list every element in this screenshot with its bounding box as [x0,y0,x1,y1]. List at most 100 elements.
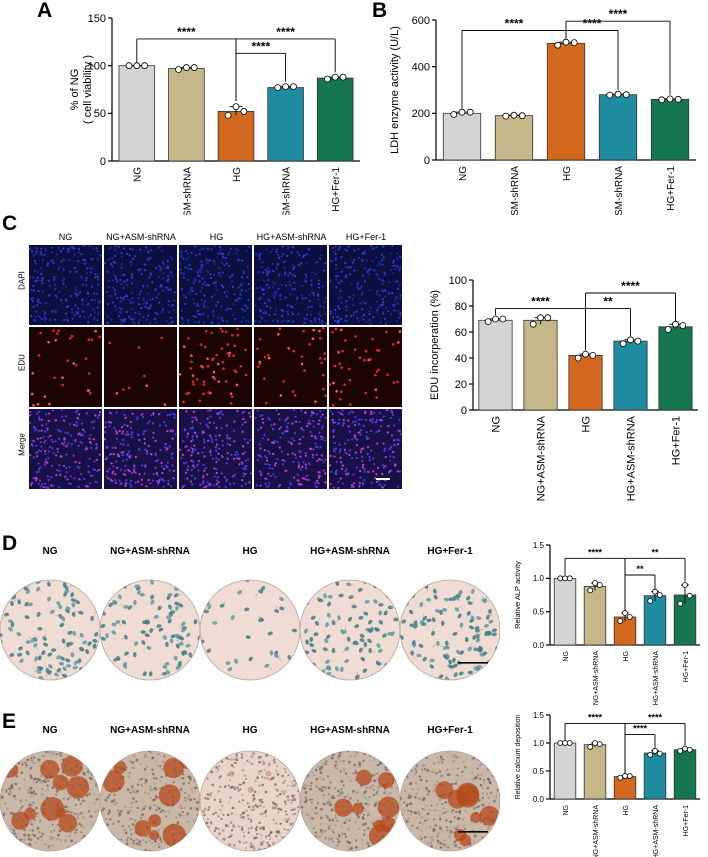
micro-nucleus [225,478,229,481]
speck [209,836,213,840]
speck [293,793,296,796]
speck [129,791,132,794]
micro-nucleus [288,280,291,283]
micro-nucleus [339,390,343,394]
speck [275,788,277,791]
micro-nucleus [95,319,98,322]
micro-nucleus [68,259,71,262]
micro-nucleus [30,443,33,446]
micro-nucleus [160,249,163,252]
micro-nucleus [323,352,327,355]
speck [127,825,131,828]
speck [495,795,498,798]
speck [263,769,266,772]
speck [209,821,213,824]
micro-nucleus [301,465,304,468]
speck [281,790,284,793]
micro-nucleus [366,446,370,449]
micro-nucleus [191,289,194,293]
speck [181,772,185,776]
micro-nucleus [264,268,267,271]
cell [77,658,82,664]
cell [274,609,280,613]
micro-nucleus [130,472,133,475]
micro-nucleus [324,439,327,442]
cell [323,593,327,599]
speck [476,767,479,770]
micro-nucleus [90,299,93,302]
cell-process [45,665,48,671]
cell [85,649,89,655]
bar-hg-fer-1 [316,77,354,162]
speck [415,765,419,768]
cell [71,602,76,608]
speck [387,835,390,838]
micro-nucleus [225,424,228,427]
micro-nucleus [305,262,308,265]
cell [174,633,180,638]
micro-nucleus [138,318,141,322]
speck [315,843,318,846]
micro-nucleus [68,482,71,485]
micro-nucleus [167,277,170,281]
micro-nucleus [57,268,60,271]
speck [198,779,200,782]
speck [256,805,259,808]
micro-nucleus [63,441,66,444]
micro-nucleus [208,484,211,487]
speck [45,751,48,754]
cell-process [34,645,39,651]
micro-nucleus [32,254,35,257]
micro-nucleus [167,482,170,486]
micro-nucleus [77,444,80,447]
micro-nucleus [267,356,271,360]
data-point [664,326,672,333]
micro-nucleus [198,248,201,252]
cell [181,650,185,656]
micro-nucleus [331,330,334,334]
micro-nucleus [273,296,276,299]
speck [17,847,21,850]
micro-nucleus [287,245,290,248]
micro-nucleus [65,305,68,309]
speck [340,825,343,828]
micro-nucleus [352,304,355,307]
cell [141,640,146,645]
cell [335,580,340,586]
speck [436,832,440,836]
speck [172,845,176,849]
cell [285,666,290,672]
speck [156,752,160,756]
micro-nucleus [193,444,196,447]
cell-process [396,662,400,668]
micro-nucleus [317,298,320,301]
data-point [518,112,526,120]
data-point [626,614,633,620]
speck [332,753,335,757]
micro-nucleus [198,280,201,283]
speck [293,766,296,769]
micro-nucleus [264,455,267,458]
speck [260,842,263,846]
micro-nucleus [365,438,369,441]
micro-nucleus [338,319,341,322]
micro-nucleus [109,453,112,456]
micro-nucleus [224,380,228,383]
micro-nucleus [159,449,162,452]
speck [400,831,402,834]
micro-nucleus [196,309,200,313]
micro-nucleus [125,310,128,314]
micro-nucleus [98,453,101,456]
speck [363,833,366,836]
micro-nucleus [203,455,206,458]
micro-nucleus [114,305,117,308]
speck [249,826,253,830]
speck [188,838,191,841]
speck [115,801,119,805]
micro-nucleus [285,418,288,421]
speck [109,764,112,767]
speck [115,759,119,763]
micro-nucleus [337,411,341,414]
micro-nucleus [302,329,305,333]
speck [227,784,230,787]
